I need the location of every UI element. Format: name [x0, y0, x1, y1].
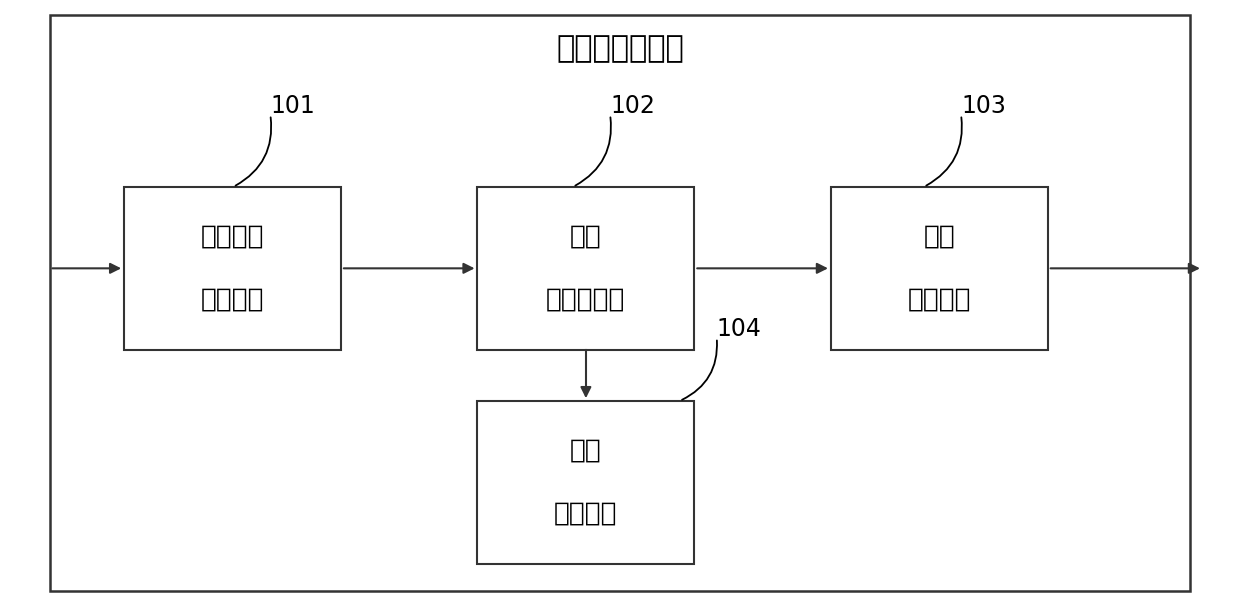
Text: 动态逆模块: 动态逆模块 [546, 286, 626, 313]
Text: 补偿模块: 补偿模块 [554, 500, 618, 527]
Text: 103: 103 [961, 93, 1006, 118]
Bar [124, 187, 341, 350]
Text: 102: 102 [610, 93, 655, 118]
Text: 全通: 全通 [570, 438, 601, 464]
Bar [477, 187, 694, 350]
Text: 动态解耦: 动态解耦 [201, 224, 264, 250]
Text: 广义: 广义 [570, 224, 601, 250]
Bar [831, 187, 1048, 350]
Bar [477, 401, 694, 564]
Text: 104: 104 [717, 317, 761, 341]
Text: 解耦内模控制器: 解耦内模控制器 [556, 34, 684, 63]
Text: 补偿模块: 补偿模块 [201, 286, 264, 313]
Text: 低通: 低通 [924, 224, 955, 250]
Text: 101: 101 [270, 93, 315, 118]
Text: 滤波模块: 滤波模块 [908, 286, 971, 313]
